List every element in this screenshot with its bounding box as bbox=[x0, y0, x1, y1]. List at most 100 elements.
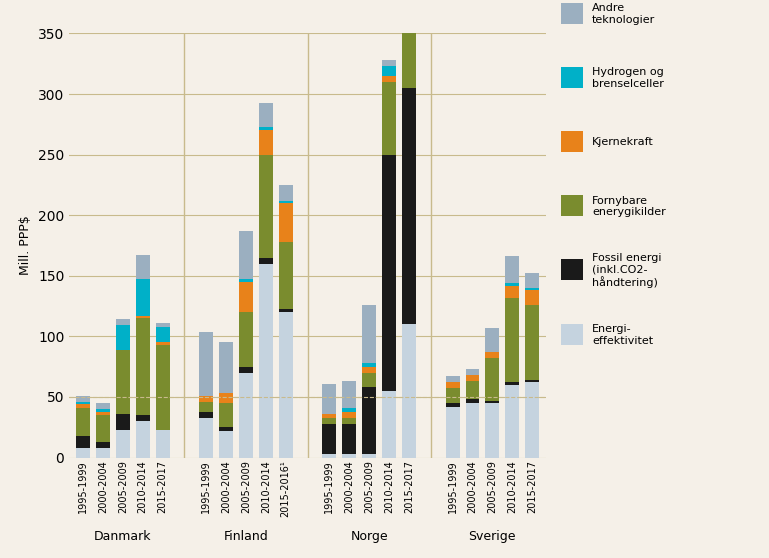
Bar bbox=[76, 436, 90, 448]
Bar bbox=[342, 424, 356, 454]
Bar bbox=[199, 402, 213, 411]
Bar bbox=[465, 369, 479, 375]
Bar bbox=[402, 88, 416, 324]
Bar bbox=[155, 326, 169, 343]
Bar bbox=[362, 373, 376, 387]
Bar bbox=[136, 280, 150, 316]
Bar bbox=[116, 319, 130, 325]
Bar bbox=[259, 258, 273, 264]
Bar bbox=[322, 414, 336, 417]
Bar bbox=[239, 373, 253, 458]
Bar bbox=[505, 297, 519, 382]
Bar bbox=[342, 381, 356, 408]
Bar bbox=[465, 375, 479, 381]
Bar bbox=[96, 448, 110, 458]
Bar bbox=[362, 454, 376, 458]
Bar bbox=[402, 324, 416, 458]
Bar bbox=[402, 0, 416, 12]
Text: Hydrogen og
brenselceller: Hydrogen og brenselceller bbox=[592, 68, 664, 89]
Bar bbox=[485, 401, 499, 403]
Bar bbox=[155, 343, 169, 345]
Bar bbox=[525, 382, 539, 458]
Bar bbox=[525, 288, 539, 290]
Bar bbox=[76, 404, 90, 408]
Text: Andre
teknologier: Andre teknologier bbox=[592, 3, 655, 25]
Bar bbox=[136, 316, 150, 318]
Bar bbox=[505, 283, 519, 286]
Bar bbox=[465, 403, 479, 458]
Bar bbox=[525, 380, 539, 382]
Bar bbox=[446, 403, 460, 407]
Bar bbox=[219, 427, 233, 431]
Bar bbox=[136, 255, 150, 280]
Bar bbox=[505, 257, 519, 283]
Bar bbox=[505, 286, 519, 297]
Bar bbox=[239, 312, 253, 367]
Bar bbox=[116, 350, 130, 414]
Bar bbox=[155, 323, 169, 326]
Bar bbox=[116, 325, 130, 350]
Bar bbox=[362, 367, 376, 373]
Bar bbox=[259, 127, 273, 131]
Bar bbox=[239, 367, 253, 373]
Text: Norge: Norge bbox=[351, 530, 388, 543]
Bar bbox=[279, 185, 293, 201]
Text: Fornybare
enerygikilder: Fornybare enerygikilder bbox=[592, 196, 666, 217]
Bar bbox=[96, 411, 110, 415]
Bar bbox=[382, 155, 396, 391]
Bar bbox=[199, 396, 213, 402]
Bar bbox=[279, 312, 293, 458]
Bar bbox=[446, 388, 460, 403]
Bar bbox=[342, 411, 356, 417]
Text: Energi-
effektivitet: Energi- effektivitet bbox=[592, 324, 653, 345]
Bar bbox=[96, 403, 110, 409]
Bar bbox=[219, 403, 233, 427]
Bar bbox=[259, 131, 273, 155]
Bar bbox=[446, 377, 460, 382]
Bar bbox=[485, 352, 499, 358]
Bar bbox=[199, 411, 213, 417]
Bar bbox=[362, 387, 376, 454]
Bar bbox=[155, 345, 169, 430]
Bar bbox=[382, 76, 396, 82]
Bar bbox=[525, 305, 539, 380]
Bar bbox=[342, 454, 356, 458]
Bar bbox=[362, 363, 376, 367]
Bar bbox=[259, 155, 273, 258]
Bar bbox=[76, 396, 90, 402]
Bar bbox=[219, 393, 233, 403]
Bar bbox=[219, 431, 233, 458]
Bar bbox=[525, 273, 539, 288]
Text: Sverige: Sverige bbox=[468, 530, 516, 543]
Bar bbox=[259, 264, 273, 458]
Y-axis label: Mill. PPP$: Mill. PPP$ bbox=[19, 215, 32, 276]
Bar bbox=[485, 403, 499, 458]
Text: Finland: Finland bbox=[224, 530, 268, 543]
Bar bbox=[446, 382, 460, 388]
Bar bbox=[465, 400, 479, 403]
Text: Fossil energi
(inkl.CO2-
håndtering): Fossil energi (inkl.CO2- håndtering) bbox=[592, 253, 661, 288]
Text: Kjernekraft: Kjernekraft bbox=[592, 137, 654, 147]
Bar bbox=[239, 231, 253, 280]
Bar bbox=[76, 448, 90, 458]
Bar bbox=[402, 21, 416, 88]
Bar bbox=[199, 331, 213, 396]
Bar bbox=[279, 309, 293, 312]
Bar bbox=[342, 417, 356, 424]
Bar bbox=[279, 203, 293, 242]
Bar bbox=[525, 290, 539, 305]
Text: Danmark: Danmark bbox=[94, 530, 151, 543]
Bar bbox=[96, 415, 110, 442]
Bar bbox=[259, 103, 273, 127]
Bar bbox=[239, 282, 253, 312]
Bar bbox=[96, 442, 110, 448]
Bar bbox=[382, 391, 396, 458]
Bar bbox=[136, 318, 150, 415]
Bar bbox=[382, 60, 396, 66]
Bar bbox=[322, 417, 336, 424]
Bar bbox=[322, 424, 336, 454]
Bar bbox=[136, 421, 150, 458]
Bar bbox=[342, 408, 356, 411]
Bar bbox=[322, 454, 336, 458]
Bar bbox=[322, 384, 336, 414]
